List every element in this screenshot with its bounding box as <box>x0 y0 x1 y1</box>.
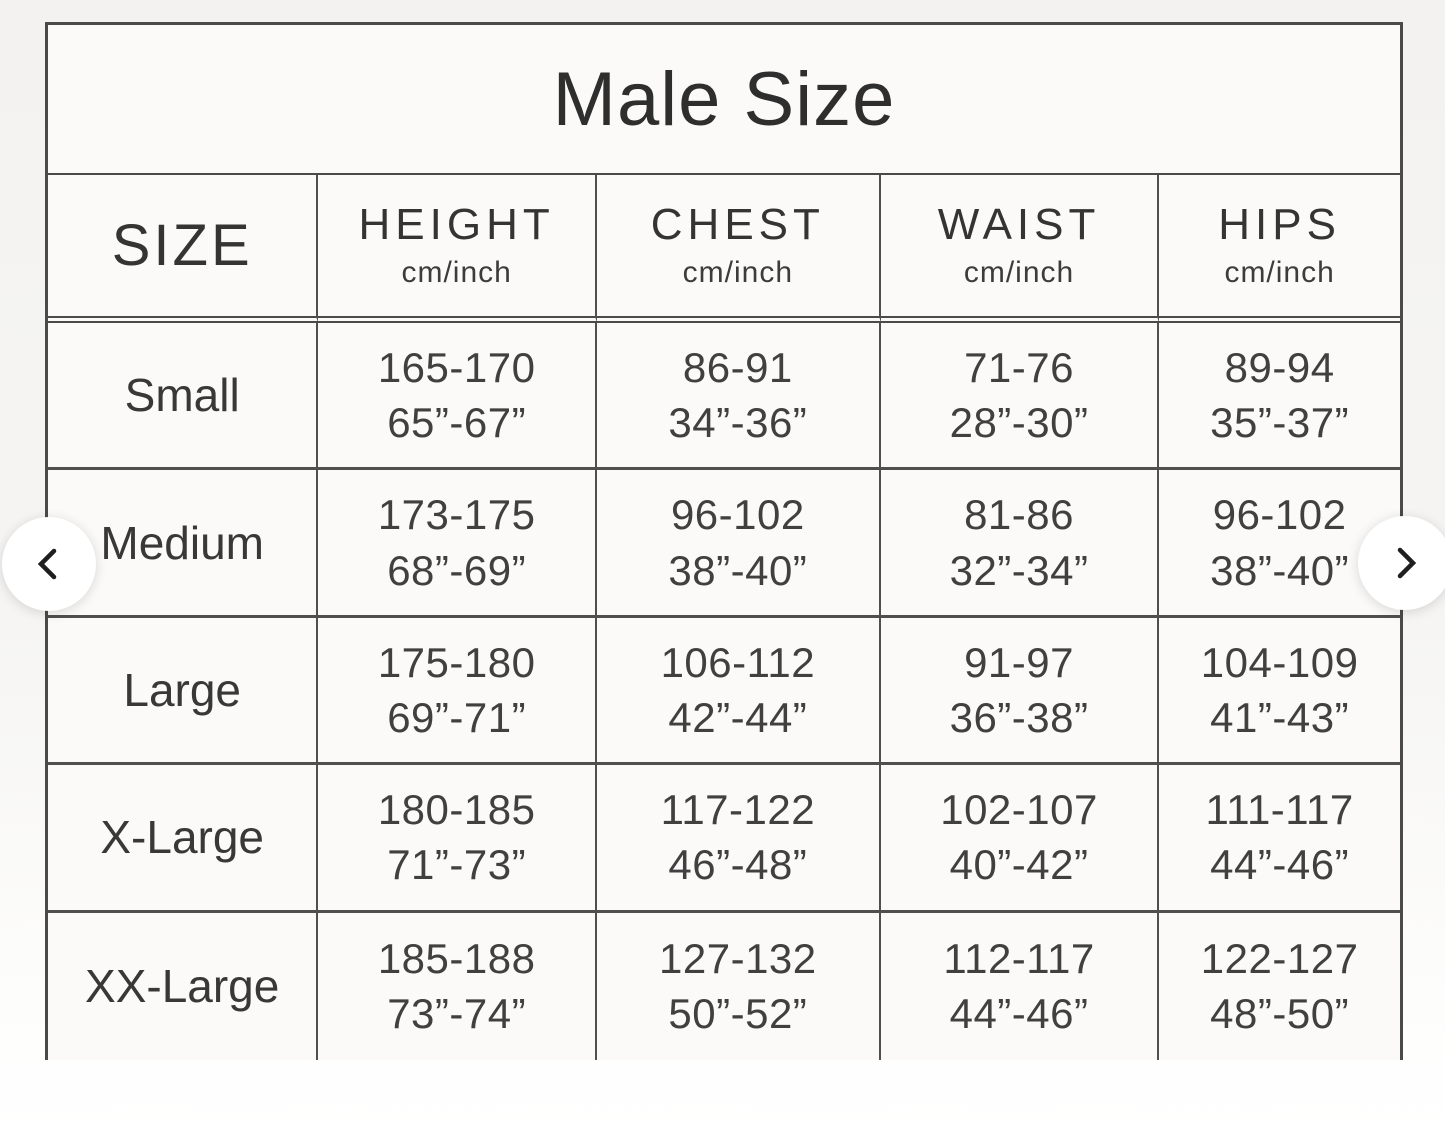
measurement-cm: 89-94 <box>1224 343 1335 391</box>
column-unit: cm/inch <box>682 255 794 289</box>
column-header-waist: WAIST cm/inch <box>880 175 1160 323</box>
measurement-cell: 104-109 41”-43” <box>1159 617 1400 766</box>
measurement-cm: 175-180 <box>377 638 536 686</box>
measurement-inch: 36”-38” <box>949 693 1089 741</box>
column-unit: cm/inch <box>1224 255 1335 289</box>
measurement-inch: 65”-67” <box>387 399 527 447</box>
measurement-cm: 180-185 <box>377 785 536 833</box>
measurement-inch: 44”-46” <box>949 990 1089 1038</box>
measurement-inch: 50”-52” <box>668 990 808 1038</box>
measurement-cell: 71-76 28”-30” <box>880 323 1160 471</box>
column-label: WAIST <box>937 200 1101 250</box>
measurement-cell: 96-102 38”-40” <box>596 470 881 618</box>
measurement-inch: 42”-44” <box>668 693 808 741</box>
chevron-right-icon <box>1397 547 1417 579</box>
measurement-cell: 102-107 40”-42” <box>880 765 1160 913</box>
measurement-cell: 173-175 68”-69” <box>318 470 597 618</box>
measurement-inch: 40”-42” <box>949 841 1089 889</box>
measurement-inch: 38”-40” <box>1210 546 1350 594</box>
measurement-cell: 86-91 34”-36” <box>596 323 881 471</box>
measurement-cm: 117-122 <box>660 785 816 833</box>
size-name: Small <box>124 369 240 422</box>
size-name: Medium <box>100 516 264 569</box>
measurement-inch: 28”-30” <box>949 399 1089 447</box>
measurement-cell: 89-94 35”-37” <box>1159 323 1400 471</box>
column-label: CHEST <box>650 200 825 250</box>
measurement-cell: 91-97 36”-38” <box>880 617 1160 766</box>
measurement-cm: 111-117 <box>1205 785 1354 833</box>
measurement-cell: 185-188 73”-74” <box>318 912 597 1060</box>
measurement-cm: 112-117 <box>943 934 1095 982</box>
measurement-cm: 122-127 <box>1200 934 1359 982</box>
measurement-cell: 111-117 44”-46” <box>1159 765 1400 913</box>
measurement-cell: 122-127 48”-50” <box>1159 912 1400 1060</box>
measurement-inch: 46”-48” <box>668 841 808 889</box>
measurement-inch: 34”-36” <box>668 399 808 447</box>
carousel-prev-button[interactable] <box>2 517 96 611</box>
measurement-inch: 71”-73” <box>387 841 527 889</box>
measurement-cell: 112-117 44”-46” <box>880 912 1160 1060</box>
size-row-label: Large <box>48 617 319 766</box>
column-unit: cm/inch <box>963 255 1075 289</box>
column-unit: cm/inch <box>401 255 512 289</box>
chart-title-row: Male Size <box>48 25 1400 175</box>
measurement-cm: 96-102 <box>670 491 805 539</box>
column-label: HIPS <box>1218 200 1341 250</box>
measurement-inch: 69”-71” <box>387 693 527 741</box>
measurement-inch: 38”-40” <box>668 546 808 594</box>
measurement-inch: 48”-50” <box>1210 990 1350 1038</box>
measurement-cell: 96-102 38”-40” <box>1159 470 1400 618</box>
measurement-cm: 96-102 <box>1212 491 1347 539</box>
size-name: Large <box>123 663 242 716</box>
measurement-cm: 102-107 <box>940 785 1098 833</box>
measurement-cell: 175-180 69”-71” <box>318 617 597 766</box>
measurement-cm: 86-91 <box>682 343 793 391</box>
size-row-label: Small <box>48 323 319 471</box>
measurement-cm: 71-76 <box>964 343 1074 391</box>
measurement-inch: 68”-69” <box>387 546 527 594</box>
measurement-cm: 127-132 <box>659 934 817 982</box>
column-label: SIZE <box>111 212 253 278</box>
column-header-hips: HIPS cm/inch <box>1159 175 1400 323</box>
measurement-cm: 104-109 <box>1200 638 1359 686</box>
column-header-size: SIZE <box>48 175 319 323</box>
measurement-cm: 81-86 <box>964 491 1074 539</box>
size-name: XX-Large <box>85 960 280 1013</box>
measurement-cell: 165-170 65”-67” <box>318 323 597 471</box>
carousel-next-button[interactable] <box>1358 516 1445 610</box>
measurement-cell: 106-112 42”-44” <box>596 617 881 766</box>
measurement-cm: 185-188 <box>377 934 536 982</box>
measurement-inch: 35”-37” <box>1210 399 1350 447</box>
measurement-cell: 117-122 46”-48” <box>596 765 881 913</box>
measurement-cell: 127-132 50”-52” <box>596 912 881 1060</box>
measurement-inch: 73”-74” <box>387 990 527 1038</box>
measurement-cm: 91-97 <box>964 638 1074 686</box>
size-name: X-Large <box>100 811 265 864</box>
measurement-cm: 173-175 <box>377 491 536 539</box>
measurement-cm: 106-112 <box>660 638 816 686</box>
measurement-cell: 180-185 71”-73” <box>318 765 597 913</box>
measurement-inch: 44”-46” <box>1210 841 1350 889</box>
measurement-inch: 41”-43” <box>1210 693 1350 741</box>
size-row-label: X-Large <box>48 765 319 913</box>
measurement-cell: 81-86 32”-34” <box>880 470 1160 618</box>
column-header-height: HEIGHT cm/inch <box>318 175 597 323</box>
column-header-chest: CHEST cm/inch <box>596 175 881 323</box>
size-row-label: XX-Large <box>48 912 319 1060</box>
size-chart-grid: SIZE HEIGHT cm/inch CHEST cm/inch WAIST cm/inc… <box>48 175 1400 1060</box>
size-row-label: Medium <box>48 470 319 618</box>
measurement-cm: 165-170 <box>377 343 536 391</box>
page-title: Male Size <box>552 56 896 142</box>
male-size-chart: Male Size SIZE HEIGHT cm/inch CHEST cm/inch W… <box>45 22 1403 1060</box>
column-label: HEIGHT <box>358 200 555 250</box>
chevron-left-icon <box>37 548 57 580</box>
measurement-inch: 32”-34” <box>949 546 1089 594</box>
